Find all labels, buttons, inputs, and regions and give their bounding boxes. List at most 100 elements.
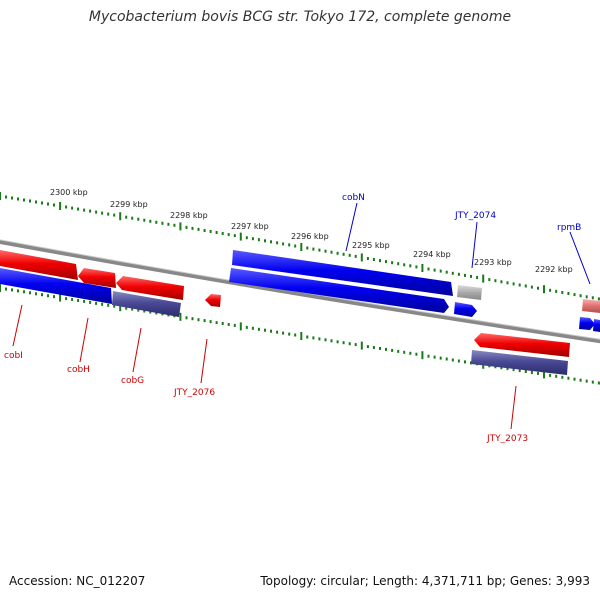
kbp-label: 2299 kbp [110,200,148,209]
gene-rpmB-next[interactable] [593,319,600,332]
minor-tick [591,296,594,300]
minor-tick [11,196,13,200]
minor-tick [476,276,479,279]
minor-tick [113,213,116,217]
minor-tick [354,254,357,258]
minor-tick [427,354,430,358]
minor-tick [11,288,13,292]
minor-tick [336,340,339,344]
gene-JTY_2074[interactable] [454,302,477,317]
gene-labels: cobN JTY_2074 rpmB cobI cobH cobG JTY_20… [4,193,581,444]
minor-tick [125,215,128,219]
minor-tick [203,229,206,232]
minor-tick [366,257,369,260]
minor-tick [53,295,55,299]
minor-tick [579,378,582,382]
minor-tick [579,294,582,298]
minor-tick [65,205,68,209]
minor-tick [83,208,86,212]
gene-rpmB[interactable] [579,317,595,330]
minor-tick [149,219,152,223]
gene-label-cobI[interactable]: cobI [4,351,23,361]
minor-tick [270,240,272,244]
minor-tick [131,216,134,220]
minor-tick [518,369,521,373]
gene-label-JTY_2073[interactable]: JTY_2073 [486,434,528,444]
minor-tick [221,322,224,325]
gene-cobN-upper[interactable] [232,250,453,296]
minor-tick [23,198,25,202]
minor-tick [41,293,43,297]
gene-JTY_2073-cds[interactable] [471,350,568,375]
minor-tick [342,341,345,345]
minor-tick [197,227,200,231]
minor-tick [245,325,248,329]
gene-label-JTY_2076[interactable]: JTY_2076 [173,388,215,398]
minor-tick [257,238,260,242]
minor-tick [415,352,418,356]
minor-tick [585,295,588,299]
forward-genes [229,250,600,332]
gene-cobI-cds[interactable] [0,268,112,304]
minor-tick [457,272,460,276]
upper-tick-track [0,192,600,301]
minor-tick [282,331,285,335]
minor-tick [191,226,194,230]
minor-tick [107,303,110,307]
minor-tick [41,201,43,205]
minor-tick [573,377,576,381]
minor-tick [173,223,176,227]
gene-label-cobN[interactable]: cobN [342,193,365,203]
minor-tick [5,195,7,199]
minor-tick [379,259,381,263]
minor-tick [445,357,448,361]
minor-tick [409,351,412,355]
minor-tick [330,339,333,343]
gene-label-cobH[interactable]: cobH [67,365,90,375]
minor-tick [439,269,442,273]
gene-cobN-lower[interactable] [229,268,449,313]
minor-tick [324,338,327,342]
gene-JTY_2074-pseudo[interactable] [457,285,482,300]
minor-tick [470,274,472,278]
minor-tick [379,347,381,350]
minor-tick [282,242,285,246]
major-tick [360,253,363,262]
minor-tick [251,326,254,330]
gene-rpmB-pseudo[interactable] [582,299,600,313]
major-tick [421,264,424,272]
minor-tick [227,233,230,237]
minor-tick [23,290,25,294]
minor-tick [348,342,351,346]
gene-JTY_2073[interactable] [474,333,570,357]
minor-tick [29,199,31,203]
minor-tick [336,251,339,255]
minor-tick [101,302,104,306]
gene-cobG-cds[interactable] [112,291,181,317]
major-tick [482,274,485,283]
gene-cobH[interactable] [78,268,116,288]
reverse-genes [0,250,570,375]
gene-cobI[interactable] [0,250,78,280]
minor-tick [403,350,406,354]
major-tick [300,332,303,340]
gene-label-cobG[interactable]: cobG [121,376,144,386]
minor-tick [391,348,394,352]
gene-label-rpmB[interactable]: rpmB [557,223,581,233]
minor-tick [306,335,309,339]
minor-tick [149,310,152,314]
minor-tick [155,311,158,315]
minor-tick [161,221,164,225]
minor-tick [464,360,466,364]
minor-tick [101,211,104,215]
minor-tick [585,379,588,383]
gene-JTY_2076[interactable] [205,294,221,307]
gene-label-JTY_2074[interactable]: JTY_2074 [454,211,496,221]
gene-cobG[interactable] [116,276,184,300]
minor-tick [403,263,406,267]
major-tick [179,312,182,321]
minor-tick [567,292,570,295]
major-tick [119,303,122,312]
minor-tick [500,366,503,370]
